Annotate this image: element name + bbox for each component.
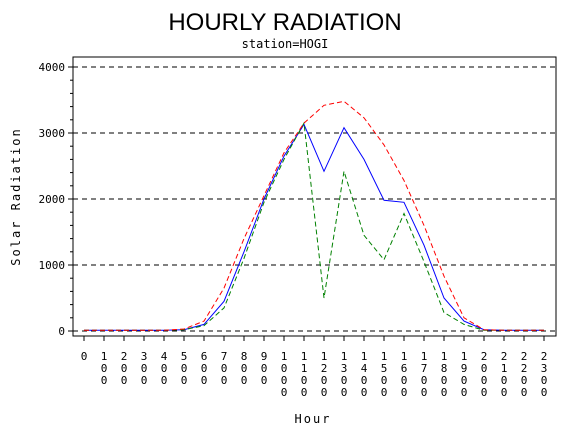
series-line-3 (84, 100, 544, 331)
series-line-1 (84, 123, 544, 331)
gridlines (73, 66, 556, 332)
y-axis-ticks: 0 1000 2000 3000 4000 (39, 61, 73, 338)
y-axis-label: Solar Radiation (9, 127, 23, 265)
x-tick-label-0: 0 (81, 350, 88, 363)
y-tick-label-4000: 4000 (39, 61, 66, 74)
y-tick-label-0: 0 (58, 325, 65, 338)
series-lines (84, 100, 544, 331)
y-tick-label-2000: 2000 (39, 193, 66, 206)
series-line-2 (84, 121, 544, 331)
x-axis-ticks: 0 1 0 0 2 0 0 3 0 0 4 0 0 5 0 0 6 0 0 7 0 0 8 0 0 9 0 0 1 0 0 0 1 1 0 0 1 2 0 0… (81, 336, 548, 399)
plot-frame (72, 56, 557, 337)
chart-title: HOURLY RADIATION (168, 9, 401, 36)
axes (72, 56, 557, 337)
y-tick-label-1000: 1000 (39, 259, 66, 272)
y-tick-label-3000: 3000 (39, 127, 66, 140)
chart-subtitle: station=HOGI (242, 37, 329, 51)
x-axis-label: Hour (295, 412, 332, 426)
